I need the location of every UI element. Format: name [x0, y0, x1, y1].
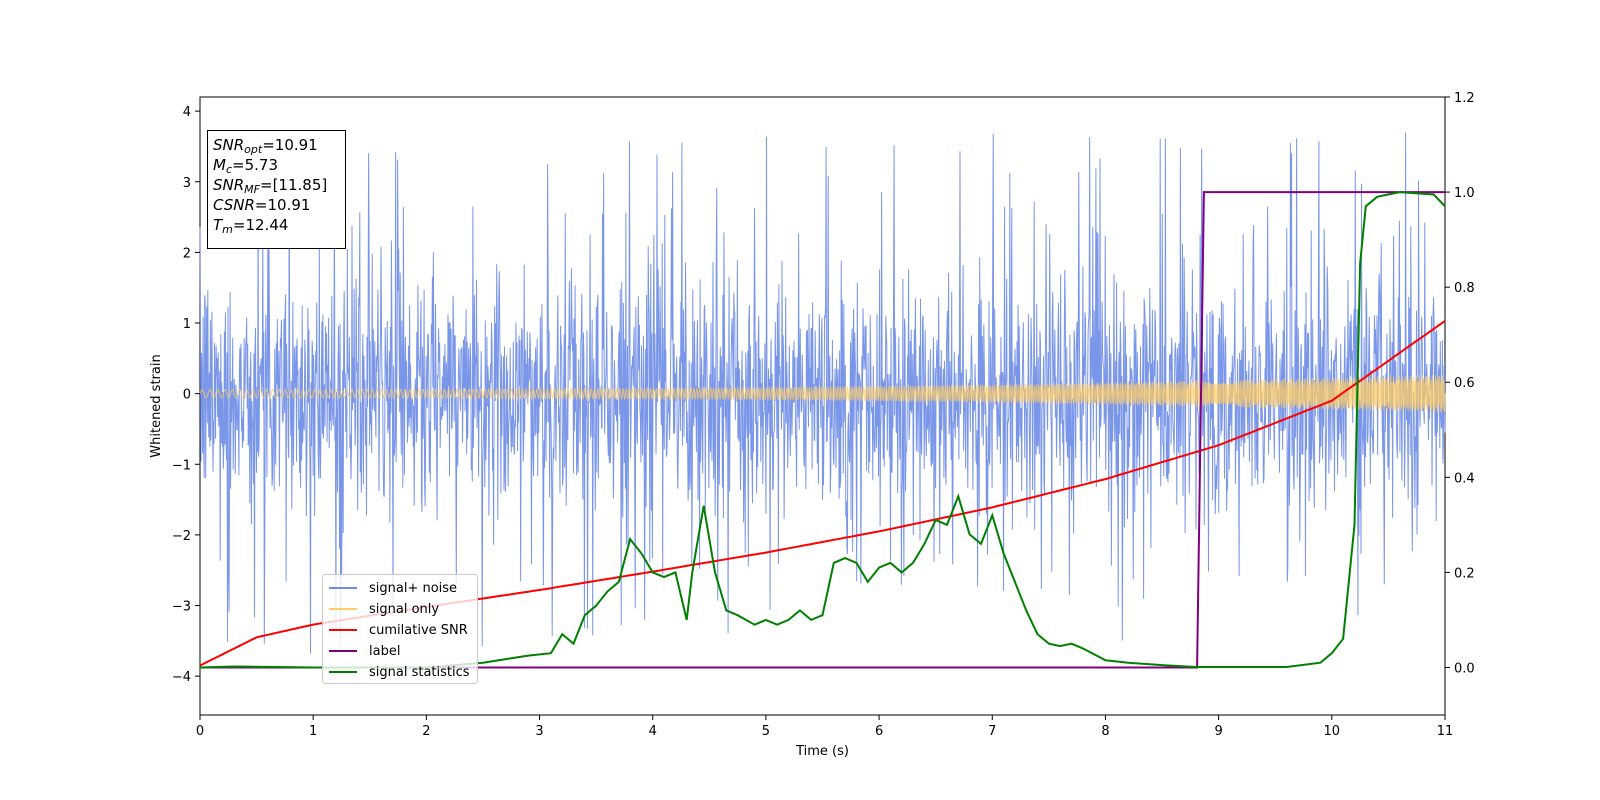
info-line: Mc=5.73	[213, 155, 345, 175]
legend-item: signal only	[329, 599, 439, 619]
signal-noise-line	[199, 132, 1446, 654]
y2-tick-label: 0.8	[1454, 281, 1475, 296]
legend-label: signal only	[369, 601, 440, 617]
x-tick-label: 6	[875, 724, 883, 739]
y2-tick-label: 0.2	[1454, 566, 1475, 581]
legend-swatch	[329, 671, 357, 673]
info-symbol: T	[213, 216, 223, 234]
legend-label: cumilative SNR	[369, 622, 468, 638]
label-line	[200, 191, 1445, 669]
y-tick-label: 1	[183, 317, 191, 332]
info-line: CSNR=10.91	[213, 195, 345, 215]
y2-tick-label: 0.0	[1454, 661, 1475, 676]
y2-tick-label: 1.0	[1454, 186, 1475, 201]
y-axis-label: Whitened strain	[149, 354, 164, 457]
y2-tick-label: 1.2	[1454, 91, 1475, 106]
info-symbol: CSNR	[213, 196, 255, 214]
y-tick-label: 2	[183, 246, 191, 261]
info-value: =[11.85]	[260, 176, 328, 194]
info-value: =5.73	[232, 156, 278, 174]
signal-only-line	[199, 374, 1446, 413]
legend-item: cumilative SNR	[329, 620, 468, 640]
y-tick-label: −1	[172, 458, 191, 473]
x-tick-label: 0	[196, 724, 204, 739]
y-tick-label: 0	[183, 388, 191, 403]
signal-statistics-line	[199, 191, 1446, 669]
legend-swatch	[329, 608, 357, 610]
x-tick-label: 2	[422, 724, 430, 739]
legend-label: signal+ noise	[369, 580, 458, 596]
legend-label: label	[369, 643, 401, 659]
y-tick-label: −4	[172, 670, 191, 685]
x-tick-label: 10	[1324, 724, 1341, 739]
legend-swatch	[329, 629, 357, 631]
x-tick-label: 11	[1437, 724, 1454, 739]
legend-swatch	[329, 650, 357, 652]
info-symbol: SNR	[213, 136, 245, 154]
y2-tick-label: 0.6	[1454, 376, 1475, 391]
x-tick-label: 7	[988, 724, 996, 739]
y-tick-label: −3	[172, 600, 191, 615]
x-tick-label: 3	[535, 724, 543, 739]
y2-tick-label: 0.4	[1454, 471, 1475, 486]
info-subscript: opt	[244, 143, 263, 156]
legend-item: signal statistics	[329, 662, 470, 682]
info-value: =10.91	[254, 196, 311, 214]
info-value: =10.91	[262, 136, 318, 154]
x-tick-label: 4	[649, 724, 657, 739]
y-tick-label: 4	[183, 105, 191, 120]
info-symbol: SNR	[213, 176, 245, 194]
legend-label: signal statistics	[369, 664, 470, 680]
noise-series	[199, 132, 1446, 654]
legend-swatch	[329, 587, 357, 589]
info-line: SNRMF=[11.85]	[213, 175, 345, 195]
signal-series	[199, 374, 1446, 413]
x-tick-label: 5	[762, 724, 770, 739]
info-symbol: M	[213, 156, 226, 174]
info-subscript: m	[222, 223, 233, 236]
x-tick-label: 1	[309, 724, 317, 739]
info-value: =12.44	[232, 216, 289, 234]
info-line: SNRopt=10.91	[213, 135, 345, 155]
legend: signal+ noise signal only cumilative SNR la…	[322, 574, 478, 684]
info-subscript: c	[225, 163, 233, 176]
axes: 0 1 2 3 4 5 6 7 8 9 10 11 −4 −3 −2 −1 0 1 2 3 4 0.0 0.2 0.4 0.6 0…	[172, 91, 1475, 739]
y-tick-label: 3	[183, 176, 191, 191]
info-line: Tm=12.44	[213, 215, 345, 235]
legend-item: signal+ noise	[329, 578, 457, 598]
x-tick-label: 9	[1214, 724, 1222, 739]
x-tick-label: 8	[1101, 724, 1109, 739]
info-box: SNRopt=10.91 Mc=5.73 SNRMF=[11.85] CSNR=10.…	[207, 130, 346, 249]
info-subscript: MF	[244, 183, 260, 196]
x-axis-label: Time (s)	[795, 744, 849, 759]
y-tick-label: −2	[172, 529, 191, 544]
legend-item: label	[329, 641, 400, 661]
